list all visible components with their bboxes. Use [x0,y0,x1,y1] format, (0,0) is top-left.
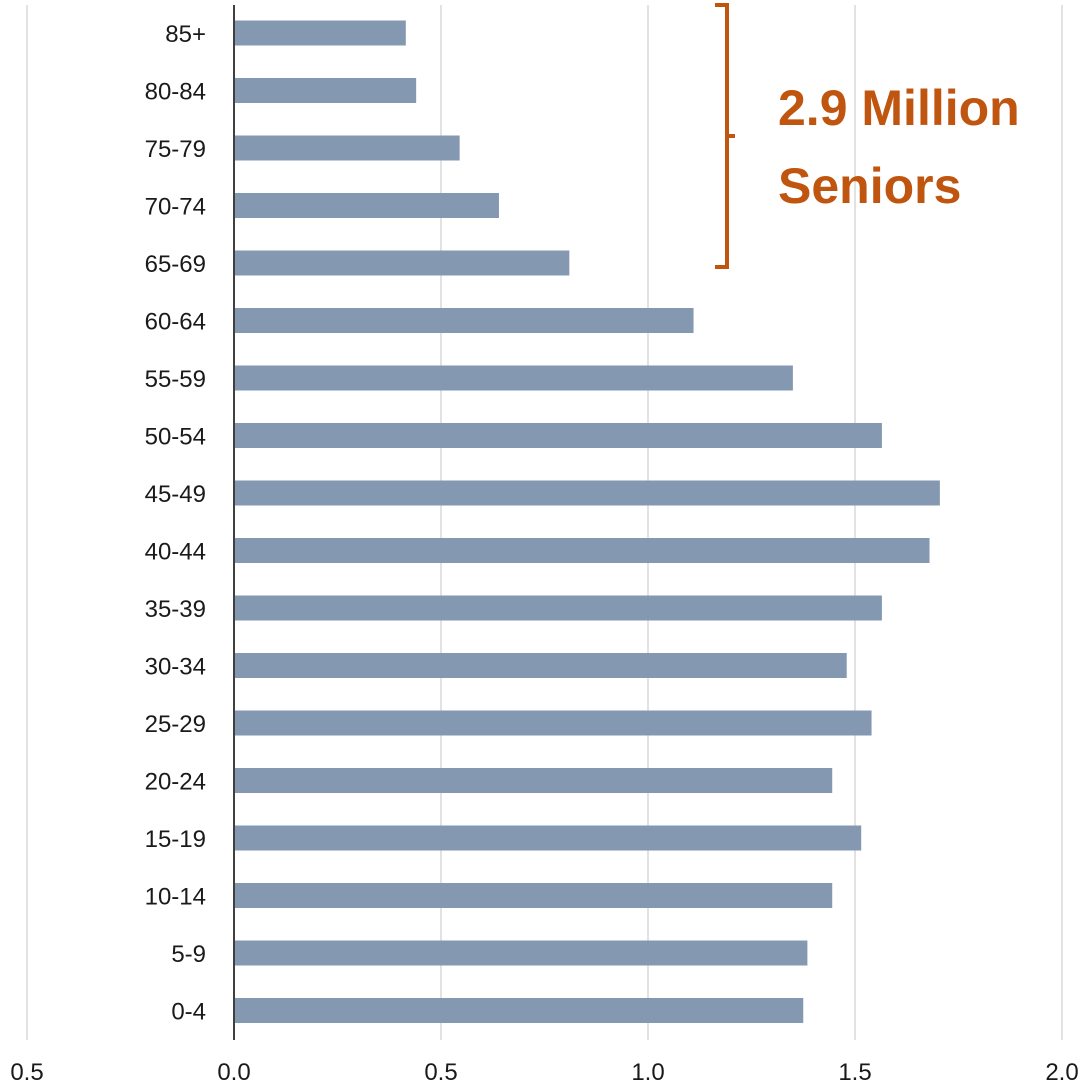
category-label: 60-64 [145,309,206,336]
bar [234,710,872,736]
bar [234,250,570,276]
bar [234,653,847,678]
x-tick-label: 1.5 [838,1059,871,1086]
category-label: 45-49 [145,481,206,508]
bar [234,135,460,161]
bar [234,538,930,563]
x-tick-label: 2.0 [1045,1059,1078,1086]
bar [234,308,694,333]
x-tick-labels: 0.5 0.0 0.5 1.0 1.5 2.0 [10,1059,1078,1086]
bar [234,825,862,851]
category-label: 20-24 [145,769,206,796]
bar [234,20,406,46]
bar [234,193,499,218]
bars [234,20,940,1023]
bar [234,595,882,621]
category-label: 65-69 [145,251,206,278]
gridlines [26,5,1063,1040]
bar [234,423,882,448]
x-tick-label: 0.0 [217,1059,250,1086]
seniors-bracket [715,3,735,269]
category-labels: 0-4 5-9 10-14 15-19 20-24 25-29 30-34 35-39 40-4… [145,21,206,1026]
bar [234,998,804,1023]
category-label: 40-44 [145,539,206,566]
category-label: 0-4 [171,999,206,1026]
bar [234,365,793,391]
category-label: 25-29 [145,711,206,738]
x-tick-label: 0.5 [10,1059,43,1086]
bar [234,78,417,103]
category-label: 85+ [165,21,206,48]
category-label: 30-34 [145,654,206,681]
category-label: 50-54 [145,424,206,451]
bar [234,768,833,793]
x-tick-label: 1.0 [631,1059,664,1086]
category-label: 70-74 [145,194,206,221]
category-label: 55-59 [145,366,206,393]
category-label: 80-84 [145,79,206,106]
category-label: 35-39 [145,596,206,623]
category-label: 75-79 [145,136,206,163]
bar [234,940,808,966]
category-label: 15-19 [145,826,206,853]
bar [234,480,940,506]
callout-text-line-2: Seniors [778,158,961,214]
callout-text-line-1: 2.9 Million [778,80,1020,136]
category-label: 5-9 [171,941,206,968]
x-tick-label: 0.5 [424,1059,457,1086]
bar [234,883,833,908]
category-label: 10-14 [145,884,206,911]
